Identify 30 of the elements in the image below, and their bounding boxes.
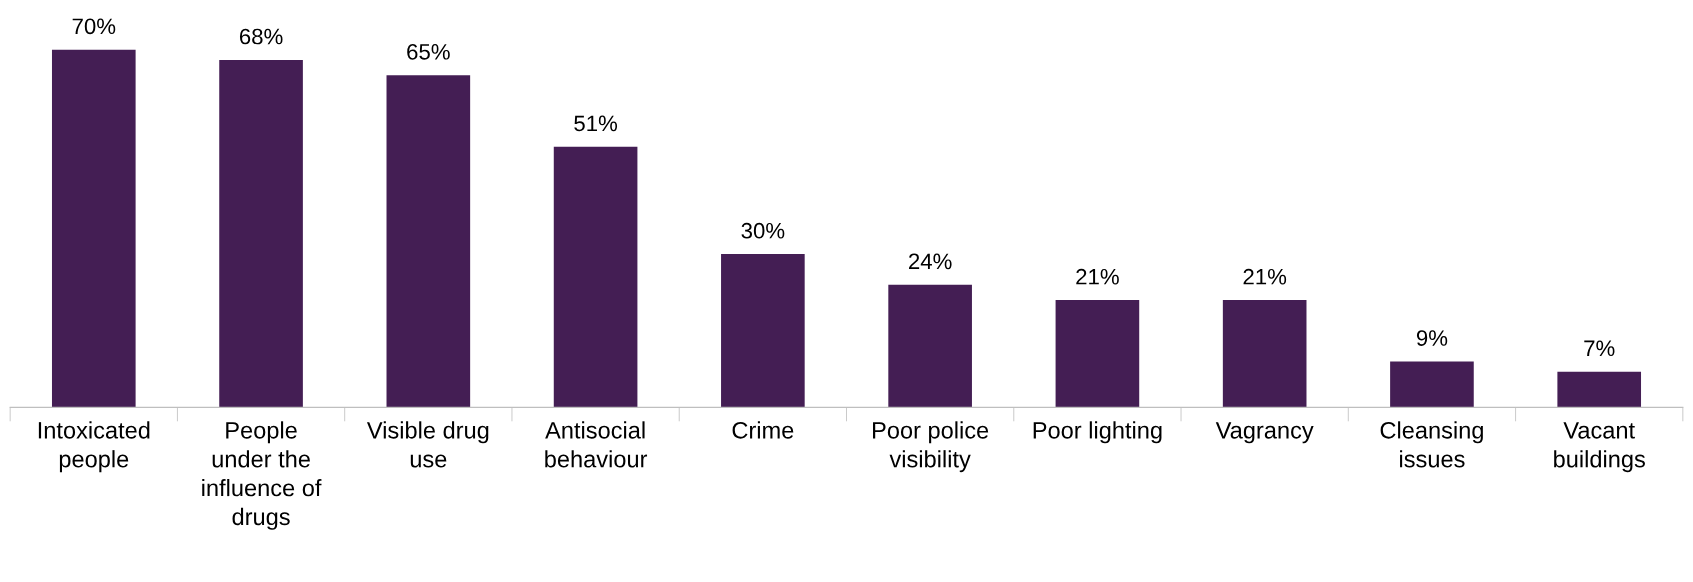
bar bbox=[1222, 300, 1307, 408]
bar bbox=[721, 254, 805, 408]
x-tick-label: Cleansing issues bbox=[1380, 421, 1483, 468]
data-label: 30% bbox=[741, 222, 785, 239]
data-label: 68% bbox=[239, 28, 283, 45]
x-tick-label: Antisocial behaviour bbox=[545, 421, 648, 468]
data-label: 21% bbox=[1243, 268, 1287, 285]
data-label: 51% bbox=[574, 115, 618, 132]
bar bbox=[1055, 300, 1140, 408]
x-tick-label: Visible drug use bbox=[366, 421, 489, 468]
data-label: 65% bbox=[407, 43, 450, 60]
x-tick-label: Intoxicated people bbox=[38, 421, 150, 473]
bar bbox=[386, 75, 471, 408]
x-tick-label: Vagrancy bbox=[1215, 422, 1314, 444]
x-tick-label: Poor police visibility bbox=[873, 421, 989, 473]
bar bbox=[888, 284, 972, 408]
x-tick-label: Poor lighting bbox=[1033, 421, 1162, 444]
bar bbox=[553, 146, 638, 408]
bar bbox=[1557, 371, 1642, 408]
data-label: 70% bbox=[72, 18, 116, 35]
data-label: 21% bbox=[1076, 268, 1119, 285]
bar bbox=[1390, 361, 1474, 408]
x-tick-label: Crime bbox=[732, 421, 794, 439]
data-label: 9% bbox=[1416, 330, 1448, 346]
bar bbox=[219, 59, 303, 408]
data-label: 24% bbox=[909, 253, 952, 270]
data-label: 7% bbox=[1584, 340, 1615, 357]
x-tick-label: Vacant buildings bbox=[1554, 422, 1645, 473]
x-tick-label: People under the influence of drugs bbox=[202, 421, 322, 530]
bar bbox=[51, 49, 136, 408]
